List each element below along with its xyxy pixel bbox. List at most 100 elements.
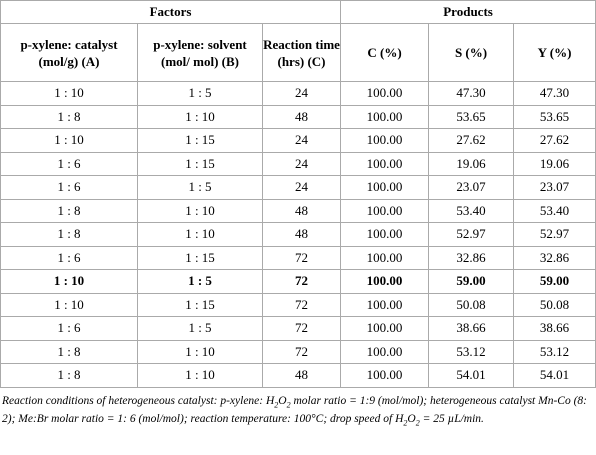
table-cell: 100.00 (340, 175, 430, 200)
table-cell: 47.30 (513, 81, 596, 106)
table-cell: 23.07 (428, 175, 515, 200)
table-cell: 1 : 6 (0, 175, 138, 200)
table-cell: 53.40 (428, 198, 515, 223)
table-cell: 1 : 10 (137, 198, 263, 223)
table-cell: 53.12 (513, 339, 596, 364)
column-header: C (%) (340, 23, 430, 82)
table-cell: 1 : 6 (0, 245, 138, 270)
table-cell: 24 (261, 175, 342, 200)
page: Factors Products p-xylene: catalyst (mol/g… (0, 0, 596, 431)
footnote-text: = 25 µL/min. (419, 412, 484, 425)
table-cell: 54.01 (428, 363, 515, 388)
table-cell: 1 : 10 (0, 269, 138, 294)
table-cell: 53.65 (428, 104, 515, 129)
table-cell: 19.06 (428, 151, 515, 176)
table-cell: 1 : 10 (137, 222, 263, 247)
footnote-text: molar ratio = 1:9 (mol/mol); heterogeneo… (2, 394, 587, 425)
table-cell: 27.62 (513, 128, 596, 153)
footnote: Reaction conditions of heterogeneous cat… (0, 388, 591, 431)
table-cell: 52.97 (428, 222, 515, 247)
table-cell: 27.62 (428, 128, 515, 153)
table-row: 1 : 10 1 : 5 24 100.00 47.30 47.30 (0, 81, 596, 106)
table-cell: 1 : 8 (0, 363, 138, 388)
table-cell: 1 : 10 (0, 81, 138, 106)
table-cell: 53.40 (513, 198, 596, 223)
table-cell: 100.00 (340, 269, 430, 294)
table-cell: 1 : 15 (137, 292, 263, 317)
table-cell: 24 (261, 81, 342, 106)
table-row: 1 : 10 1 : 5 72 100.00 59.00 59.00 (0, 269, 596, 294)
column-header: Y (%) (513, 23, 596, 82)
table-cell: 1 : 15 (137, 128, 263, 153)
table-cell: 48 (261, 104, 342, 129)
table-cell: 1 : 10 (137, 339, 263, 364)
footnote-text: O (407, 412, 416, 425)
footnote-subscript: 2 (274, 399, 279, 409)
table-cell: 24 (261, 151, 342, 176)
footnote-text: Reaction conditions of heterogeneous cat… (2, 394, 275, 407)
table-row: 1 : 10 1 : 15 72 100.00 50.08 50.08 (0, 292, 596, 317)
table-cell: 100.00 (340, 363, 430, 388)
footnote-subscript: 2 (286, 399, 291, 409)
table-cell: 24 (261, 128, 342, 153)
table-cell: 47.30 (428, 81, 515, 106)
table-cell: 1 : 15 (137, 245, 263, 270)
table-cell: 72 (261, 339, 342, 364)
table-cell: 1 : 8 (0, 198, 138, 223)
table-cell: 1 : 15 (137, 151, 263, 176)
table-cell: 100.00 (340, 104, 430, 129)
table-header: Factors Products p-xylene: catalyst (mol/g… (0, 0, 596, 82)
table-cell: 1 : 6 (0, 151, 138, 176)
column-header: p-xylene: catalyst (mol/g) (A) (0, 23, 138, 82)
table-cell: 48 (261, 198, 342, 223)
results-table: Factors Products p-xylene: catalyst (mol/g… (0, 0, 596, 388)
table-cell: 100.00 (340, 292, 430, 317)
table-cell: 1 : 8 (0, 339, 138, 364)
table-cell: 38.66 (513, 316, 596, 341)
table-cell: 19.06 (513, 151, 596, 176)
table-cell: 1 : 5 (137, 81, 263, 106)
table-cell: 72 (261, 245, 342, 270)
table-cell: 1 : 10 (0, 128, 138, 153)
table-cell: 48 (261, 222, 342, 247)
table-cell: 72 (261, 292, 342, 317)
table-cell: 100.00 (340, 198, 430, 223)
table-cell: 59.00 (513, 269, 596, 294)
table-cell: 54.01 (513, 363, 596, 388)
footnote-subscript: 2 (415, 418, 420, 428)
table-cell: 53.12 (428, 339, 515, 364)
table-cell: 100.00 (340, 339, 430, 364)
table-cell: 72 (261, 316, 342, 341)
table-cell: 100.00 (340, 316, 430, 341)
table-cell: 1 : 10 (0, 292, 138, 317)
table-cell: 53.65 (513, 104, 596, 129)
table-cell: 32.86 (513, 245, 596, 270)
table-cell: 1 : 6 (0, 316, 138, 341)
table-cell: 100.00 (340, 245, 430, 270)
table-cell: 72 (261, 269, 342, 294)
table-cell: 32.86 (428, 245, 515, 270)
column-header: S (%) (428, 23, 515, 82)
table-cell: 48 (261, 363, 342, 388)
table-cell: 38.66 (428, 316, 515, 341)
table-row: 1 : 10 1 : 15 24 100.00 27.62 27.62 (0, 128, 596, 153)
table-cell: 100.00 (340, 222, 430, 247)
table-cell: 50.08 (513, 292, 596, 317)
table-cell: 1 : 10 (137, 104, 263, 129)
table-cell: 50.08 (428, 292, 515, 317)
table-cell: 100.00 (340, 81, 430, 106)
table-cell: 1 : 10 (137, 363, 263, 388)
group-header-row: Factors Products (0, 0, 596, 24)
table-cell: 1 : 5 (137, 316, 263, 341)
table-cell: 100.00 (340, 128, 430, 153)
